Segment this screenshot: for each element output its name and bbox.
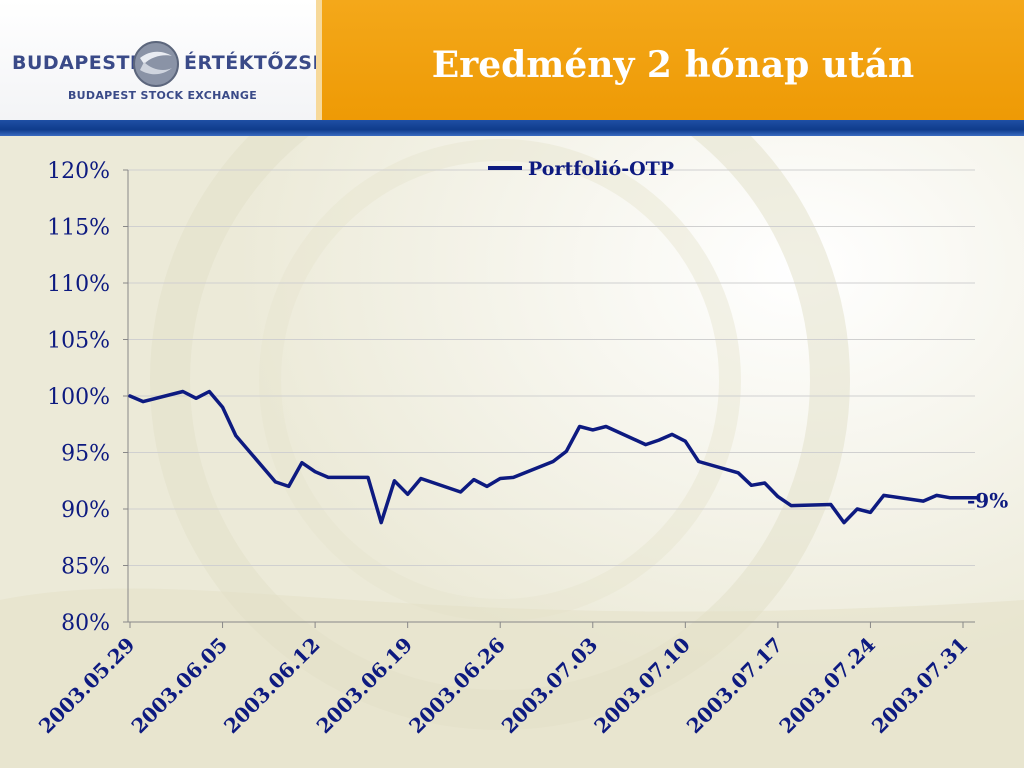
- end-value-label: -9%: [967, 489, 1008, 513]
- header: BUDAPESTI ÉRTÉKTŐZSDE BUDAPEST STOCK EXC…: [0, 0, 1024, 136]
- header-divider-bar: [0, 120, 1024, 136]
- y-tick-label: 115%: [47, 216, 110, 241]
- globe-logo-icon: [133, 41, 179, 87]
- y-tick-label: 90%: [61, 498, 110, 523]
- logo-text-right: ÉRTÉKTŐZSDE: [184, 52, 343, 74]
- title-separator: [316, 0, 322, 120]
- page-title: Eredmény 2 hónap után: [431, 44, 915, 86]
- logo-text-left: BUDAPESTI: [12, 52, 138, 74]
- x-tick-label: 2003.07.17: [682, 633, 788, 739]
- y-tick-label: 100%: [47, 385, 110, 410]
- y-tick-label: 85%: [61, 555, 110, 580]
- y-tick-label: 120%: [47, 159, 110, 184]
- title-banner: Eredmény 2 hónap után: [322, 0, 1024, 120]
- x-tick-label: 2003.05.29: [34, 633, 140, 739]
- logo: BUDAPESTI ÉRTÉKTŐZSDE BUDAPEST STOCK EXC…: [0, 0, 342, 120]
- x-tick-label: 2003.07.10: [589, 633, 695, 739]
- x-tick-label: 2003.06.05: [127, 633, 233, 739]
- series-line-portfolio-otp: [128, 389, 978, 525]
- x-tick-label: 2003.06.26: [404, 633, 510, 739]
- y-tick-label: 95%: [61, 442, 110, 467]
- y-tick-label: 110%: [47, 272, 110, 297]
- logo-subtitle: BUDAPEST STOCK EXCHANGE: [68, 89, 258, 102]
- legend-label: Portfolió-OTP: [528, 158, 674, 180]
- x-tick-label: 2003.07.24: [774, 633, 880, 739]
- x-tick-label: 2003.06.19: [312, 633, 418, 739]
- x-tick-label: 2003.06.12: [219, 633, 325, 739]
- y-tick-label: 80%: [61, 611, 110, 636]
- y-tick-label: 105%: [47, 329, 110, 354]
- x-tick-label: 2003.07.03: [497, 633, 603, 739]
- x-tick-label: 2003.07.31: [867, 633, 973, 739]
